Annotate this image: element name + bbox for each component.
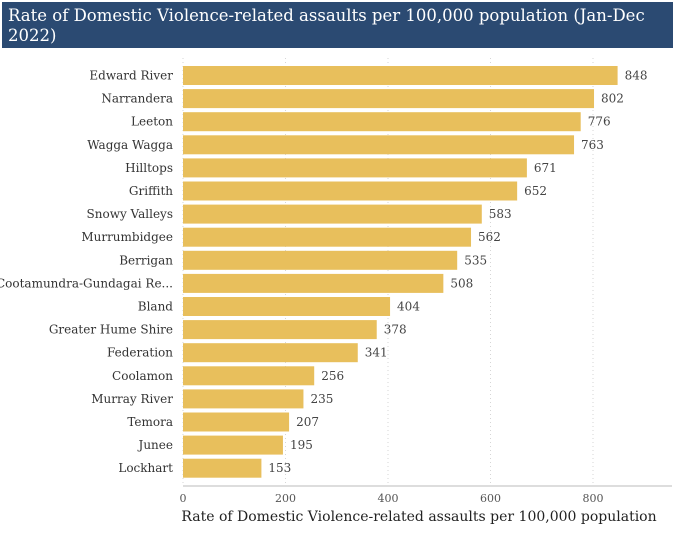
category-label: Cootamundra-Gundagai Re... — [0, 276, 173, 290]
category-label: Coolamon — [112, 369, 173, 383]
value-label: 153 — [268, 461, 291, 475]
category-label: Temora — [127, 415, 173, 429]
grid-lines — [182, 58, 672, 487]
category-label: Wagga Wagga — [87, 138, 173, 152]
category-label: Greater Hume Shire — [49, 323, 173, 337]
bar[interactable] — [183, 320, 377, 340]
value-label: 776 — [588, 115, 611, 129]
bar[interactable] — [183, 204, 482, 224]
bar[interactable] — [183, 297, 391, 316]
value-label: 207 — [296, 415, 319, 429]
bar[interactable] — [183, 66, 618, 85]
value-label: 763 — [581, 138, 604, 152]
bar[interactable] — [183, 135, 575, 155]
category-label: Bland — [138, 300, 174, 314]
bar[interactable] — [183, 89, 595, 109]
category-label: Snowy Valleys — [87, 207, 173, 221]
value-label: 508 — [450, 276, 473, 290]
bars — [183, 66, 618, 478]
x-tick-label: 600 — [480, 492, 501, 505]
bar[interactable] — [183, 181, 518, 201]
category-label: Junee — [137, 438, 173, 452]
value-label: 652 — [524, 184, 547, 198]
value-label: 378 — [384, 323, 407, 337]
value-label: 802 — [601, 92, 624, 106]
value-label: 404 — [397, 300, 420, 314]
value-label: 535 — [464, 253, 487, 267]
category-label: Federation — [107, 346, 173, 360]
x-axis-label: Rate of Domestic Violence-related assaul… — [181, 509, 656, 525]
bar[interactable] — [183, 458, 262, 478]
bar[interactable] — [183, 343, 358, 363]
category-label: Narrandera — [101, 92, 173, 106]
x-tick-label: 200 — [275, 492, 296, 505]
value-label: 671 — [534, 161, 557, 175]
category-label: Edward River — [89, 69, 173, 83]
bar[interactable] — [183, 412, 290, 432]
value-label: 195 — [290, 438, 313, 452]
bar[interactable] — [183, 273, 444, 293]
bar[interactable] — [183, 250, 458, 270]
value-label: 256 — [321, 369, 344, 383]
value-label: 583 — [489, 207, 512, 221]
bar[interactable] — [183, 227, 472, 247]
category-labels: Edward River Narrandera Leeton Wagga Wagga H… — [0, 69, 173, 476]
category-label: Murrumbidgee — [81, 230, 173, 244]
x-tick-labels: 0 200 400 600 800 — [180, 492, 604, 505]
value-label: 562 — [478, 230, 501, 244]
category-label: Lockhart — [118, 461, 173, 475]
bar[interactable] — [183, 112, 581, 132]
x-tick-label: 800 — [583, 492, 604, 505]
bar[interactable] — [183, 389, 304, 409]
category-label: Berrigan — [119, 253, 173, 267]
value-label: 848 — [625, 69, 648, 83]
value-label: 341 — [365, 346, 388, 360]
x-tick-label: 400 — [378, 492, 399, 505]
x-tick-label: 0 — [180, 492, 187, 505]
category-label: Murray River — [91, 392, 173, 406]
bar[interactable] — [183, 435, 283, 455]
category-label: Griffith — [129, 184, 173, 198]
bar[interactable] — [183, 366, 315, 386]
value-label: 235 — [310, 392, 333, 406]
category-label: Leeton — [131, 115, 173, 129]
category-label: Hilltops — [125, 161, 173, 175]
bar[interactable] — [183, 158, 527, 178]
chart-title: Rate of Domestic Violence-related assaul… — [2, 2, 673, 48]
